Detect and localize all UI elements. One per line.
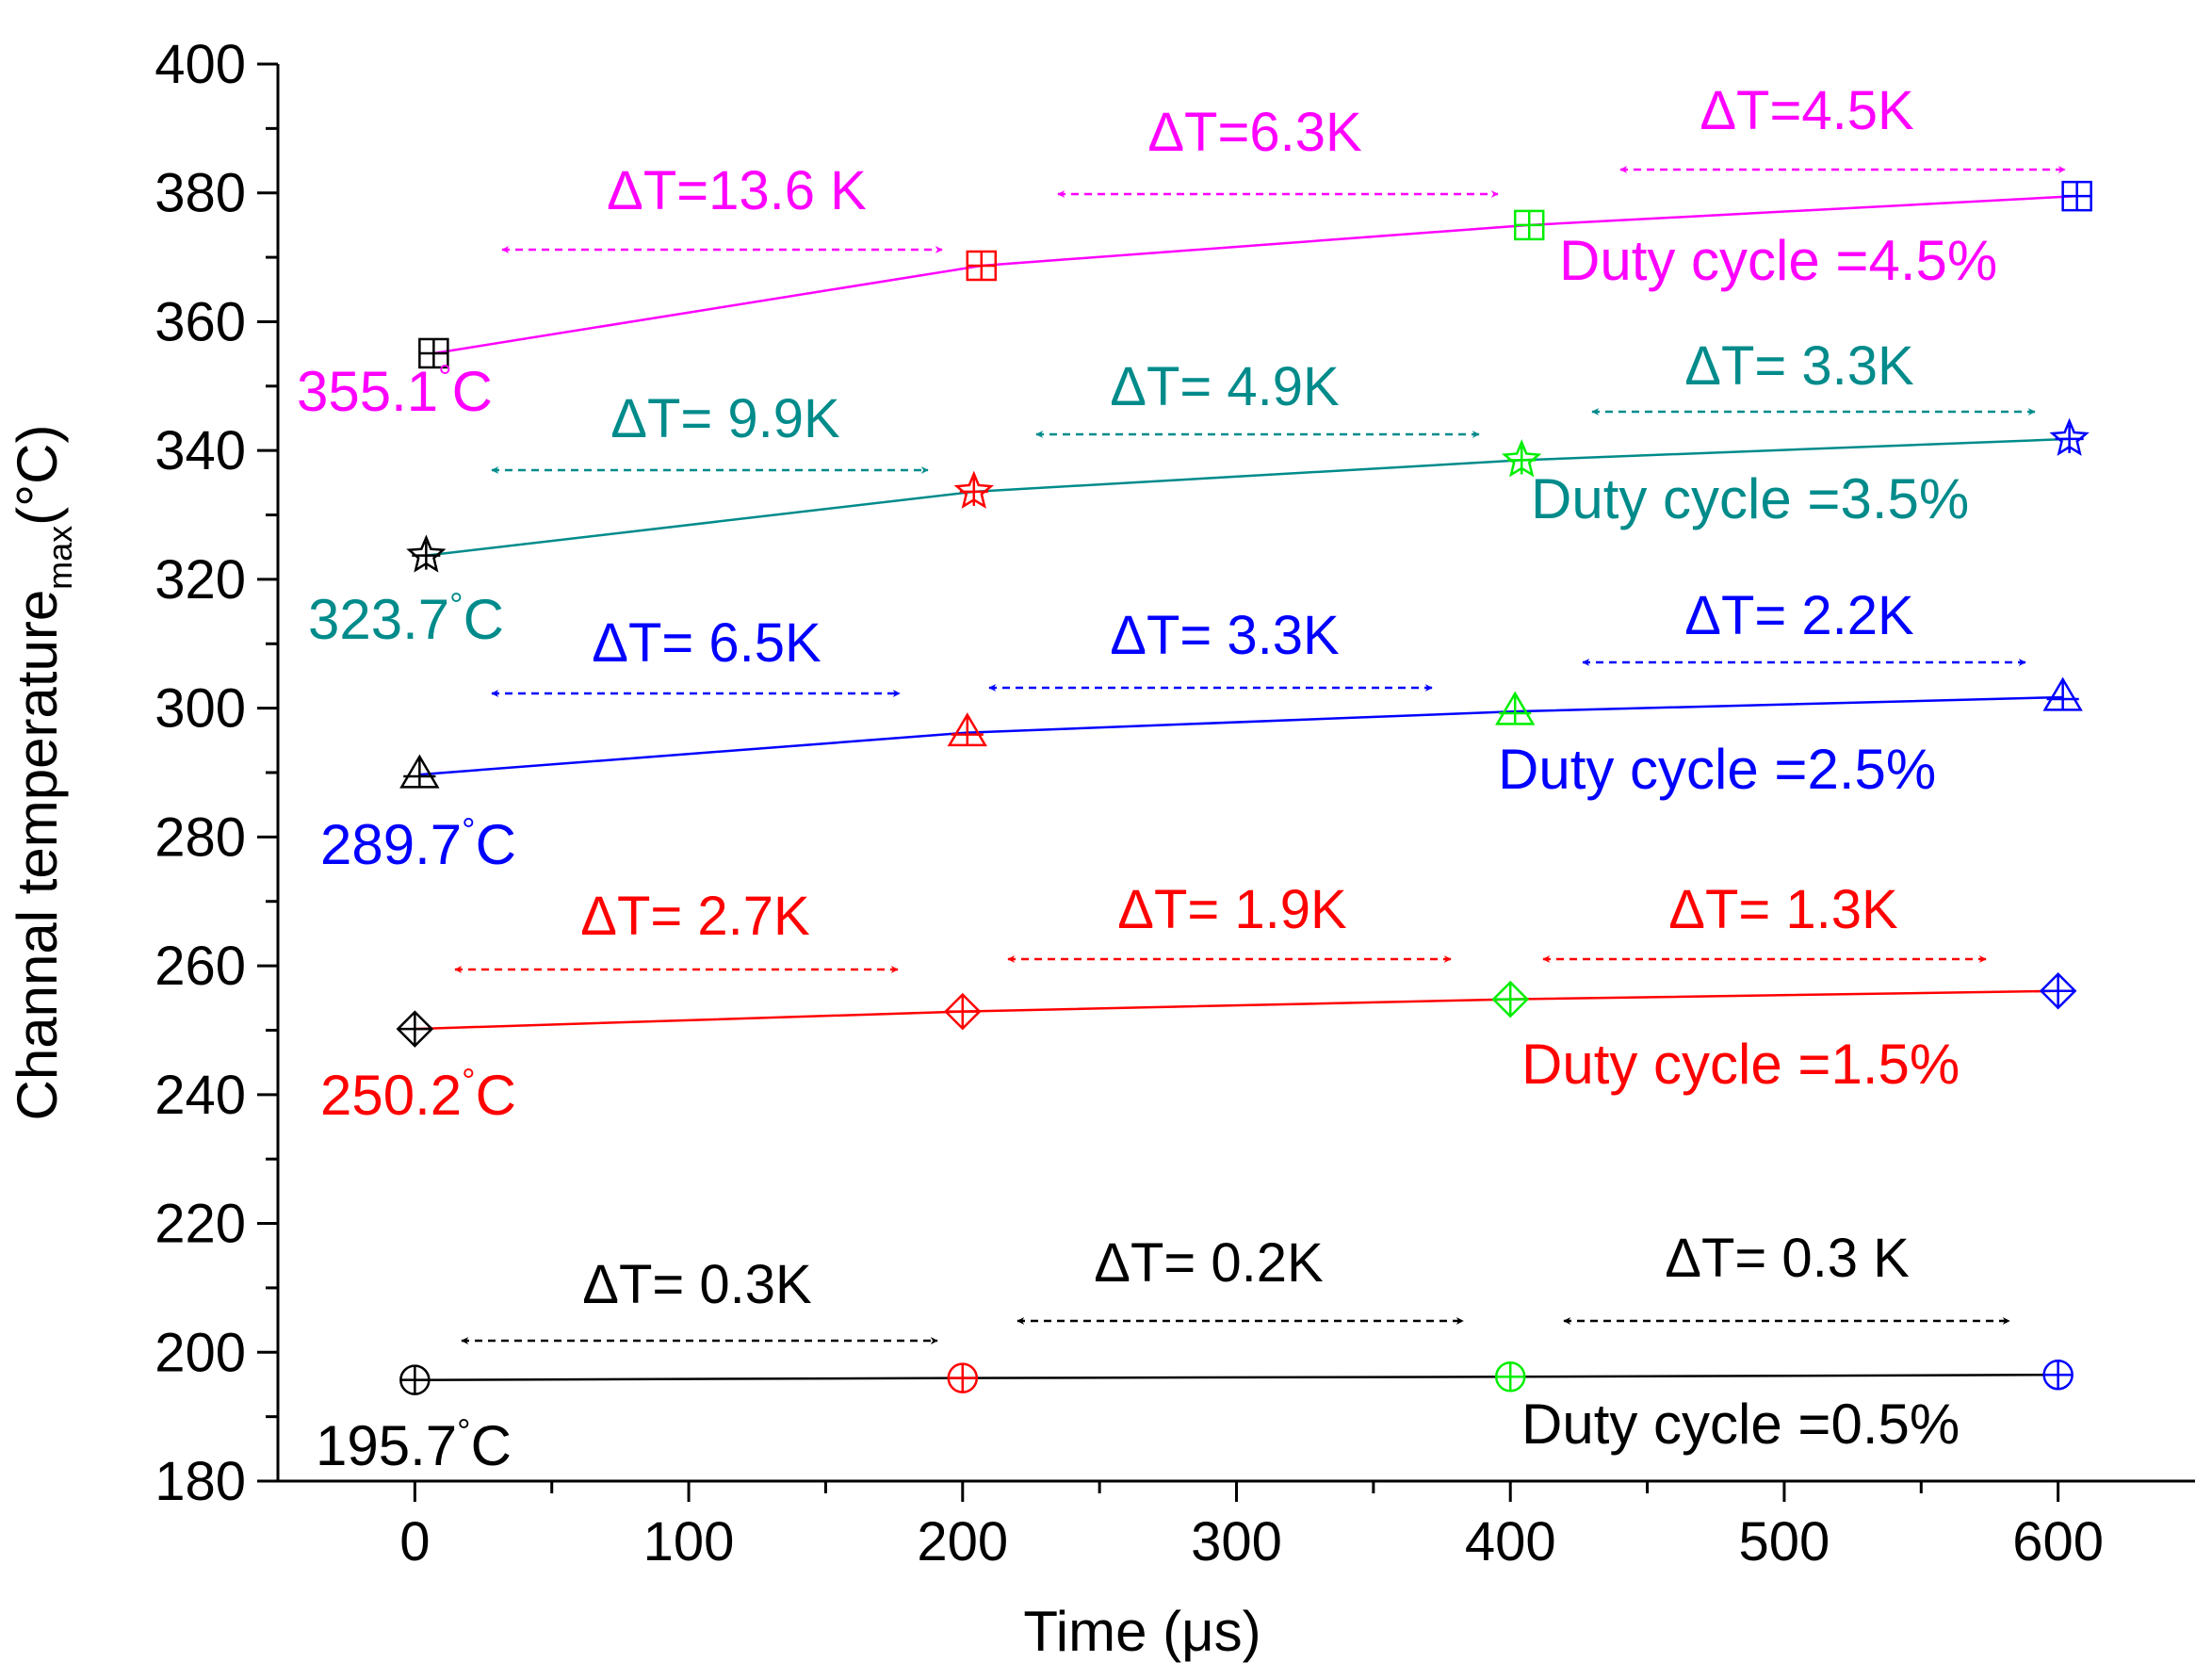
y-tick-label: 380 <box>155 163 246 224</box>
degree-sign: ° <box>438 357 451 396</box>
data-point <box>1494 1361 1526 1393</box>
duty-cycle-label: Duty cycle =0.5% <box>1521 1393 1960 1456</box>
data-point <box>406 534 447 573</box>
delta-arrows <box>454 166 2066 1344</box>
data-point <box>418 337 449 369</box>
y-tick-label: 260 <box>155 936 246 997</box>
data-point <box>1491 980 1529 1018</box>
duty-cycle-label: Duty cycle =1.5% <box>1521 1033 1960 1096</box>
y-tick-label: 300 <box>155 678 246 740</box>
data-point <box>399 1364 431 1395</box>
celsius-unit: C <box>452 360 493 423</box>
start-temperature-label: 250.2°C <box>320 1061 516 1127</box>
delta-label: ΔT= 3.3K <box>1684 335 1914 397</box>
celsius-unit: C <box>476 813 516 876</box>
data-point <box>399 754 440 789</box>
delta-label: ΔT=6.3K <box>1147 102 1362 163</box>
data-point <box>966 250 998 282</box>
x-tick-label: 200 <box>917 1511 1008 1572</box>
x-tick-label: 500 <box>1739 1511 1830 1572</box>
data-point <box>2042 1359 2074 1391</box>
delta-label: ΔT= 2.7K <box>580 886 810 947</box>
y-axis-title-main: Channal temperature <box>6 590 69 1121</box>
delta-label: ΔT= 3.3K <box>1110 605 1340 666</box>
y-tick-label: 280 <box>155 806 246 868</box>
y-tick-label: 400 <box>155 34 246 95</box>
start-temperature-value: 195.7 <box>316 1414 457 1477</box>
y-tick-label: 220 <box>155 1194 246 1255</box>
duty-cycle-label: Duty cycle =3.5% <box>1531 467 1969 530</box>
delta-label: ΔT= 0.2K <box>1094 1232 1324 1294</box>
y-tick-label: 320 <box>155 549 246 611</box>
x-tick-label: 100 <box>643 1511 735 1572</box>
data-point <box>2049 417 2090 456</box>
data-point <box>953 470 994 509</box>
delta-label: ΔT= 2.2K <box>1684 585 1914 646</box>
x-tick-label: 0 <box>399 1511 430 1572</box>
y-tick-label: 180 <box>155 1451 246 1512</box>
celsius-unit: C <box>471 1414 512 1477</box>
delta-label: ΔT= 1.9K <box>1117 879 1347 940</box>
celsius-unit: C <box>476 1064 516 1127</box>
start-temperature-value: 323.7 <box>308 588 449 651</box>
data-point <box>1513 209 1545 241</box>
x-axis-title: Time (μs) <box>1023 1600 1261 1663</box>
start-temperature-value: 355.1 <box>297 360 438 423</box>
y-tick-label: 200 <box>155 1322 246 1383</box>
axes: 0 100 200 300 400 500 600 180 200 220 240 260 280 300… <box>6 34 2195 1663</box>
y-axis-title-sub: max <box>41 526 79 590</box>
y-tick-label: 340 <box>155 420 246 481</box>
start-temperature-label: 355.1°C <box>297 357 493 423</box>
duty-cycle-label: Duty cycle =2.5% <box>1498 738 1936 801</box>
start-temperature-label: 323.7°C <box>308 585 504 651</box>
delta-label: ΔT= 4.9K <box>1110 356 1340 417</box>
data-points <box>396 180 2092 1395</box>
data-point <box>2061 180 2092 212</box>
data-point <box>947 1362 979 1393</box>
duty-cycle-label: Duty cycle =4.5% <box>1559 229 1997 292</box>
x-tick-label: 400 <box>1465 1511 1556 1572</box>
delta-label: ΔT=13.6 K <box>607 160 867 221</box>
start-temperature-value: 289.7 <box>320 813 462 876</box>
data-point <box>2039 971 2077 1010</box>
y-axis-title-unit: (°C) <box>6 425 69 526</box>
degree-sign: ° <box>462 810 475 849</box>
degree-sign: ° <box>449 585 463 624</box>
x-tick-label: 300 <box>1191 1511 1282 1572</box>
series-line <box>426 437 2070 557</box>
x-tick-label: 600 <box>2012 1511 2104 1572</box>
delta-label: ΔT= 0.3K <box>582 1254 812 1315</box>
series-line <box>415 989 2058 1031</box>
data-point <box>1502 439 1542 478</box>
delta-label: ΔT= 1.3K <box>1668 879 1898 940</box>
y-tick-label: 360 <box>155 291 246 352</box>
delta-label: ΔT= 6.5K <box>592 612 821 674</box>
delta-label: ΔT= 0.3 K <box>1665 1228 1910 1289</box>
series-line <box>415 1373 2058 1381</box>
degree-sign: ° <box>457 1411 470 1450</box>
data-point <box>947 712 987 747</box>
y-tick-label: 240 <box>155 1065 246 1126</box>
celsius-unit: C <box>464 588 504 651</box>
delta-label: ΔT=4.5K <box>1700 80 1914 141</box>
data-point <box>2042 676 2083 711</box>
delta-label: ΔT= 9.9K <box>610 388 840 449</box>
data-point <box>396 1010 434 1048</box>
start-temperature-value: 250.2 <box>320 1064 462 1127</box>
series-line <box>433 194 2077 355</box>
series-line <box>419 695 2063 776</box>
data-point <box>1495 691 1536 725</box>
start-temperature-label: 195.7°C <box>316 1411 512 1477</box>
series-lines <box>415 194 2077 1381</box>
degree-sign: ° <box>462 1061 475 1100</box>
start-temperature-label: 289.7°C <box>320 810 516 876</box>
data-point <box>944 992 982 1031</box>
y-axis-title: Channal temperaturemax(°C) <box>6 425 79 1121</box>
